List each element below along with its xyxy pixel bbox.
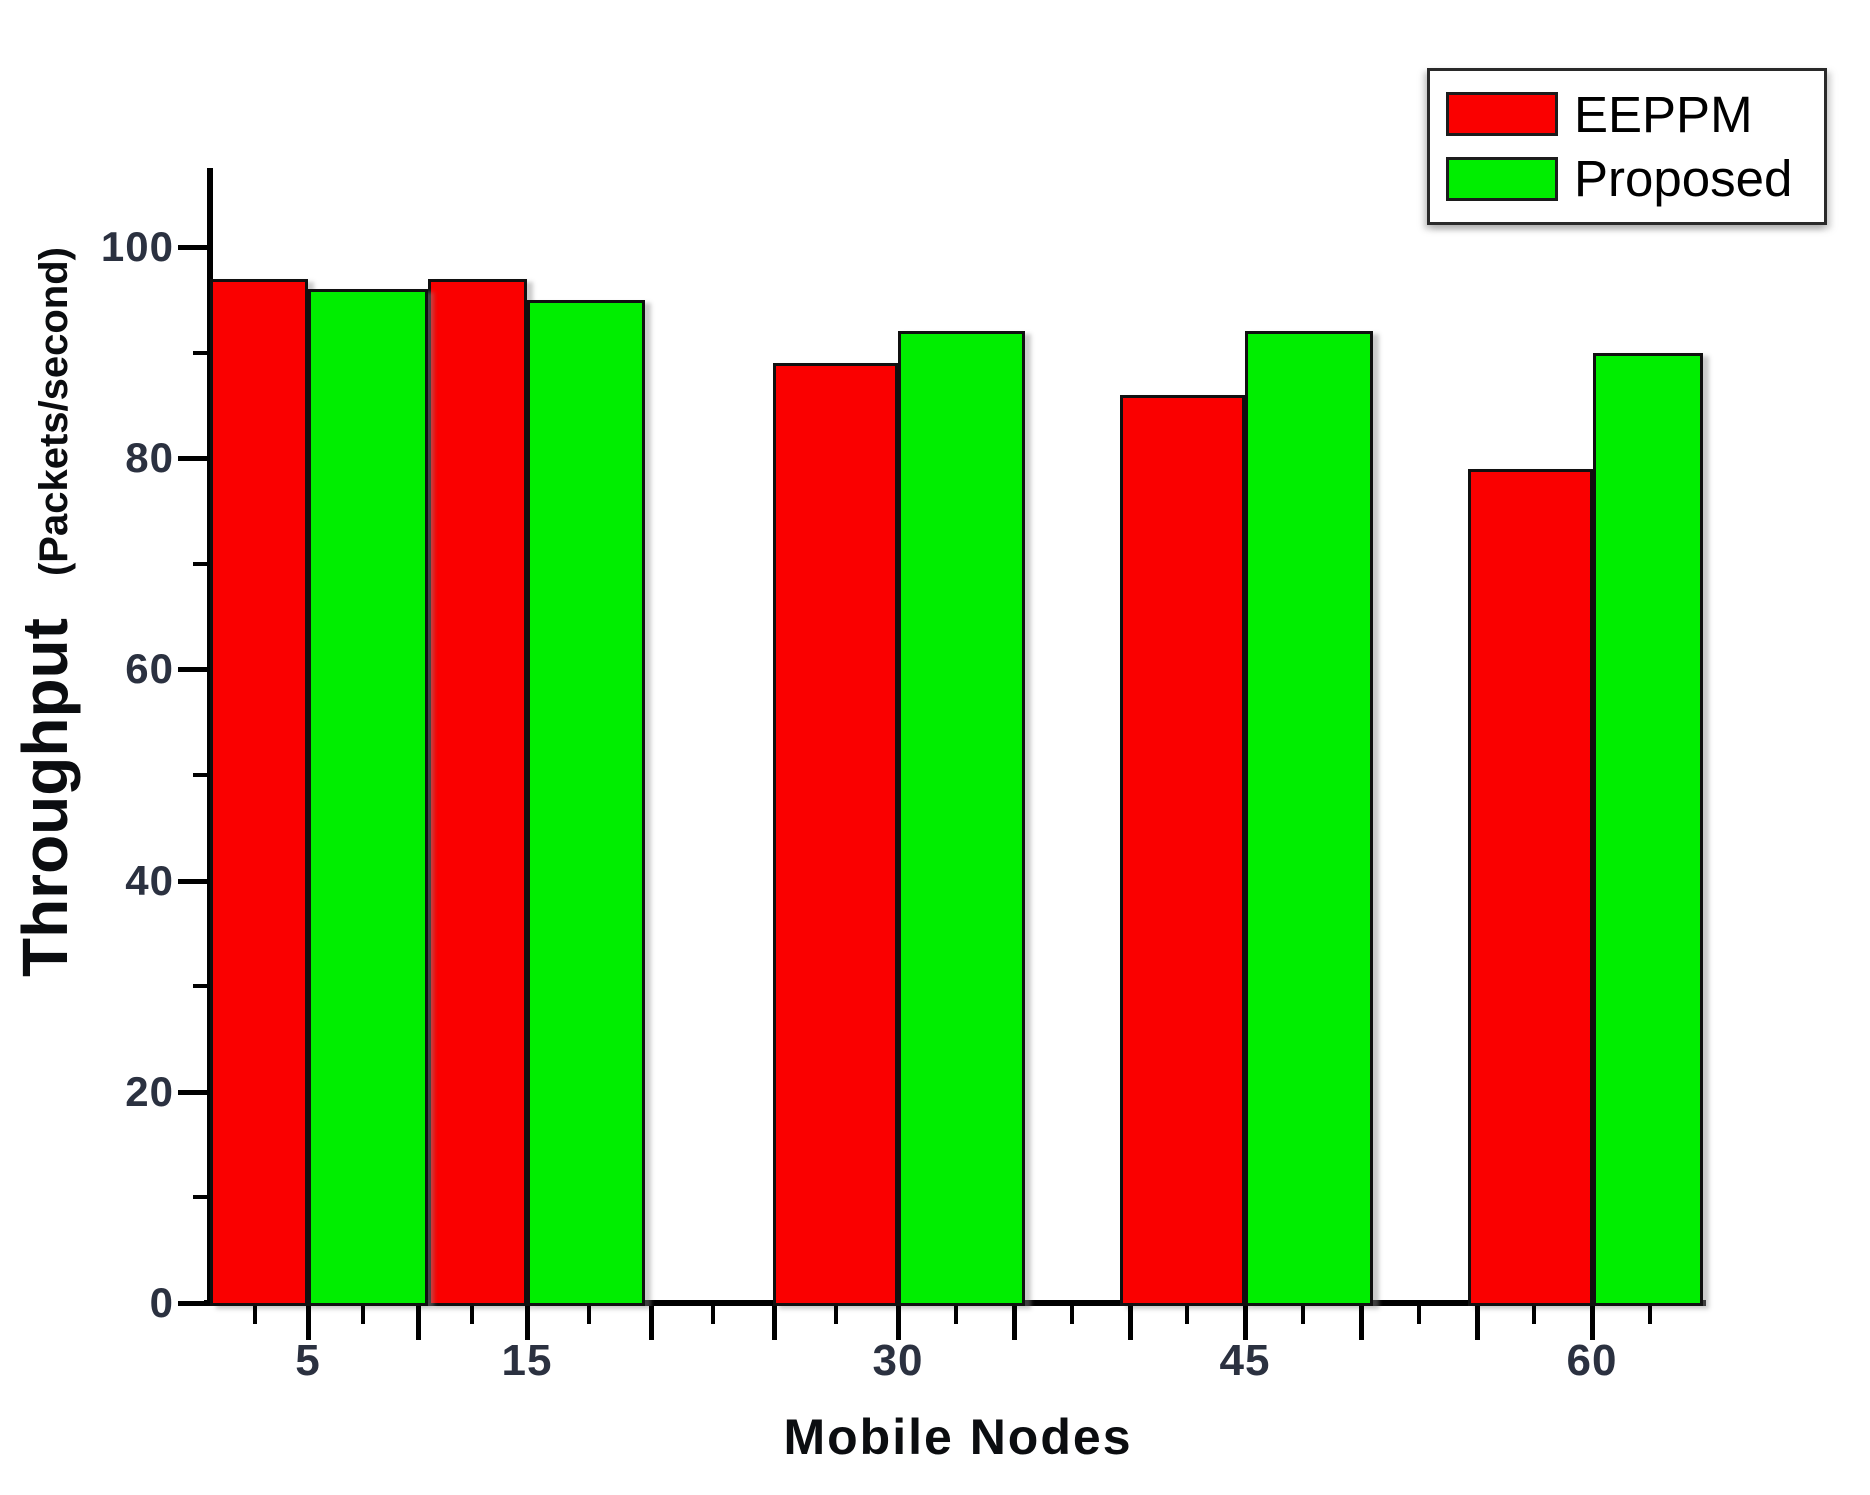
y-minor-tick-70 [193, 561, 210, 566]
legend-label-eeppm: EEPPM [1574, 85, 1753, 143]
bar-proposed-60 [1593, 353, 1703, 1306]
x-major-tick-11 [1590, 1306, 1595, 1340]
x-minor-tick-6 [953, 1306, 958, 1324]
y-tick-label-0: 0 [149, 1279, 174, 1326]
y-major-tick-0 [178, 1301, 210, 1306]
bar-eeppm-60 [1468, 469, 1593, 1306]
x-major-tick-8 [1243, 1306, 1248, 1340]
bar-eeppm-45 [1120, 395, 1245, 1306]
x-tick-label-60: 60 [1566, 1336, 1618, 1385]
x-major-tick-6 [1011, 1306, 1017, 1340]
x-minor-tick-9 [1301, 1306, 1305, 1324]
x-minor-tick-4 [710, 1306, 715, 1324]
x-minor-tick-1 [360, 1306, 365, 1324]
y-axis-title-unit: (Packets/second) [32, 247, 76, 577]
y-minor-tick-10 [193, 1195, 210, 1200]
bar-proposed-5 [308, 289, 428, 1306]
x-tick-label-5: 5 [295, 1336, 321, 1385]
legend-item-eeppm: EEPPM [1446, 89, 1808, 140]
legend: EEPPM Proposed [1427, 68, 1827, 225]
x-major-tick-0 [306, 1306, 311, 1340]
x-major-tick-10 [1474, 1306, 1480, 1340]
x-tick-label-15: 15 [501, 1336, 553, 1385]
y-tick-label-20: 20 [125, 1067, 174, 1115]
x-minor-tick-10 [1416, 1306, 1421, 1324]
x-tick-label-45: 45 [1219, 1336, 1271, 1385]
y-major-tick-20 [178, 1089, 210, 1095]
y-tick-label-40: 40 [125, 856, 174, 904]
x-major-tick-5 [896, 1306, 901, 1340]
x-major-tick-4 [772, 1306, 777, 1340]
y-tick-label-100: 100 [100, 223, 174, 270]
x-major-tick-7 [1127, 1306, 1133, 1340]
x-major-tick-3 [648, 1306, 654, 1340]
legend-item-proposed: Proposed [1446, 153, 1808, 204]
y-major-tick-40 [178, 878, 210, 884]
bar-eeppm-15 [428, 279, 527, 1306]
y-major-tick-100 [178, 245, 210, 250]
x-minor-tick-3 [586, 1306, 591, 1324]
y-major-tick-80 [178, 456, 210, 462]
y-tick-label-60: 60 [125, 645, 174, 693]
x-axis-title: Mobile Nodes [783, 1409, 1133, 1465]
bar-proposed-45 [1245, 331, 1373, 1306]
x-minor-tick-2 [470, 1306, 474, 1324]
bar-eeppm-5 [210, 279, 308, 1306]
x-minor-tick-12 [1648, 1306, 1652, 1324]
y-minor-tick-30 [193, 984, 210, 989]
x-major-tick-9 [1358, 1306, 1364, 1340]
x-minor-tick-8 [1185, 1306, 1189, 1324]
bar-proposed-15 [527, 300, 645, 1306]
x-minor-tick-11 [1532, 1306, 1536, 1324]
x-minor-tick-5 [834, 1306, 838, 1324]
y-major-tick-60 [178, 667, 210, 673]
legend-swatch-proposed [1446, 156, 1558, 201]
bar-proposed-30 [898, 331, 1025, 1306]
legend-label-proposed: Proposed [1574, 150, 1793, 208]
y-minor-tick-50 [193, 773, 210, 777]
x-major-tick-1 [415, 1306, 421, 1340]
x-minor-tick-0 [253, 1306, 257, 1324]
y-minor-tick-90 [193, 350, 210, 355]
x-major-tick-2 [525, 1306, 530, 1340]
bar-eeppm-30 [773, 363, 898, 1306]
x-minor-tick-7 [1069, 1306, 1074, 1324]
legend-swatch-eeppm [1446, 92, 1558, 137]
y-tick-label-80: 80 [125, 434, 174, 482]
x-tick-label-30: 30 [872, 1336, 924, 1385]
